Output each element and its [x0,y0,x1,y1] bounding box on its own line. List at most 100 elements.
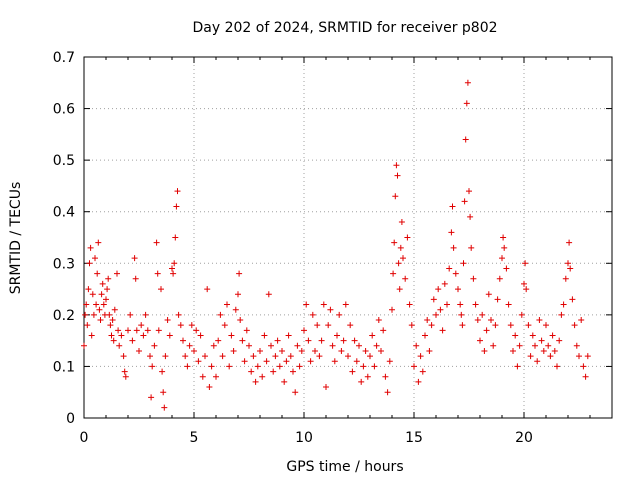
data-point [477,337,483,344]
data-point [248,368,255,375]
data-point [464,79,471,86]
y-tick-label: 0.2 [53,308,75,324]
data-point [331,358,338,365]
data-point [358,378,365,385]
data-point [219,353,226,360]
data-point [450,244,457,251]
data-point [257,347,263,354]
data-point [109,317,116,324]
data-point [543,322,549,329]
data-point [402,275,409,282]
data-point [362,347,369,354]
data-point [353,358,360,365]
data-point [221,322,228,329]
data-point [411,363,417,370]
data-point [316,353,323,360]
data-point [390,270,397,277]
data-point [96,306,103,313]
data-point [512,332,519,339]
data-point [396,286,403,293]
data-point [580,363,587,370]
y-tick-label: 0.7 [53,50,75,66]
data-point [549,332,556,339]
data-point [426,347,433,354]
data-point [467,213,474,220]
data-point [360,363,367,370]
data-point [85,286,92,293]
data-point [472,301,479,308]
data-point [444,301,450,308]
data-point [492,322,499,329]
data-point [312,347,318,354]
data-point [208,363,215,370]
data-point [279,347,285,354]
data-point [457,301,464,308]
data-point [395,260,402,267]
y-tick-label: 0.5 [53,153,75,169]
data-point [292,389,299,396]
x-axis-label: GPS time / hours [286,459,403,475]
data-point [166,332,173,339]
data-point [116,342,123,349]
data-point [301,327,307,334]
data-point [474,317,481,324]
data-point [466,188,472,195]
data-point [340,337,347,344]
data-point [329,342,336,349]
data-point [558,311,565,318]
data-point [455,286,461,293]
data-point [127,311,134,318]
data-point [268,342,274,349]
data-point [88,332,95,339]
data-point [99,280,106,287]
data-point [547,353,554,360]
data-point [430,296,437,303]
data-point [540,347,547,354]
data-point [83,301,90,308]
data-point [458,311,465,318]
data-point [567,265,574,272]
data-point [462,136,469,143]
data-point [104,286,111,293]
data-point [334,332,340,339]
data-point [566,239,573,246]
data-point [507,322,514,329]
data-point [89,291,96,298]
data-point [241,358,248,365]
data-point [338,347,345,354]
data-point [422,332,428,339]
data-point [144,327,151,334]
data-point [171,260,178,267]
data-point [161,404,168,411]
data-point [254,363,261,370]
data-point [160,389,167,396]
data-point [159,368,166,375]
data-point [111,306,118,313]
data-point [174,188,181,195]
data-point [265,291,272,298]
data-point [232,306,239,313]
data-point [392,193,399,200]
data-point [186,342,193,349]
data-point [94,270,101,277]
data-point [380,327,387,334]
data-point [449,203,456,210]
data-point [210,342,217,349]
data-point [522,260,529,267]
x-tick-label: 20 [515,430,533,446]
data-point [356,342,362,349]
data-point [382,373,389,380]
data-point [303,301,310,308]
x-tick-label: 0 [80,430,89,446]
data-point [98,291,105,298]
data-point [149,363,156,370]
data-point [108,332,115,339]
data-point [364,373,371,380]
data-point [521,280,527,287]
chart-title: Day 202 of 2024, SRMTID for receiver p80… [192,20,497,36]
data-point [114,270,120,277]
data-point [84,322,91,329]
data-point [140,332,147,339]
data-point [378,347,384,354]
data-point [499,255,505,262]
